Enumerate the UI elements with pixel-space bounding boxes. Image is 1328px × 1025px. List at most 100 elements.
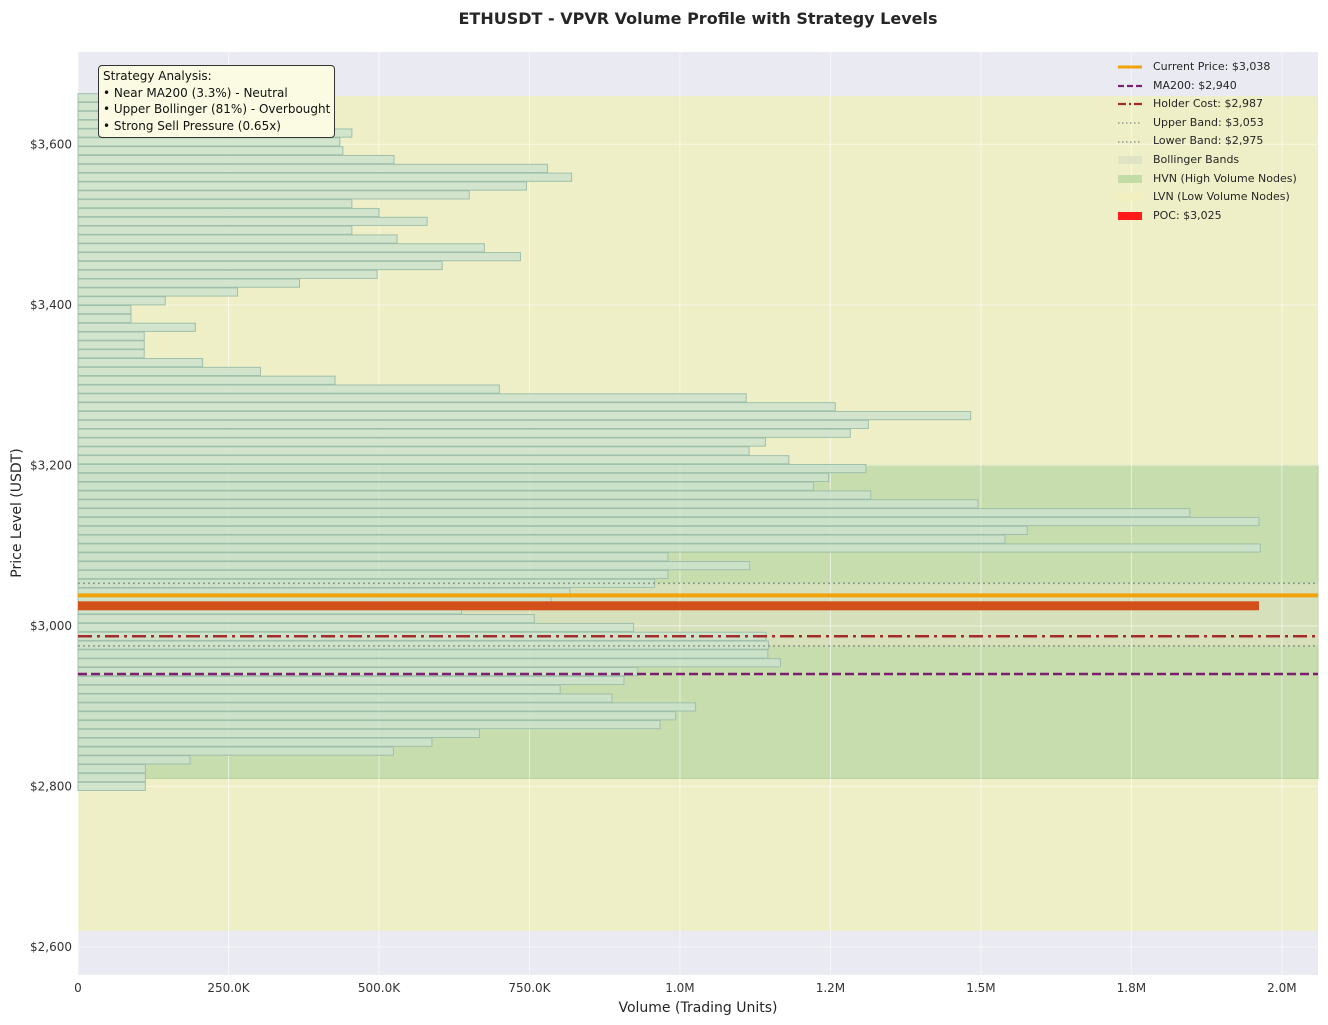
strategy-annotation-box: Strategy Analysis: • Near MA200 (3.3%) -… — [98, 65, 336, 138]
legend-label: HVN (High Volume Nodes) — [1153, 171, 1297, 185]
legend-swatch — [1118, 212, 1142, 221]
y-tick-label: $2,600 — [30, 940, 72, 954]
volume-bar — [77, 216, 428, 226]
volume-bar — [77, 154, 395, 165]
volume-bar — [77, 569, 669, 580]
volume-bar — [77, 481, 815, 491]
volume-bar — [77, 393, 747, 403]
legend-label: Current Price: $3,038 — [1153, 60, 1271, 73]
volume-bar — [77, 278, 301, 288]
legend-item: Bollinger Bands — [1117, 151, 1317, 170]
volume-bar — [77, 455, 790, 465]
x-tick-label: 2.0M — [1267, 981, 1296, 995]
volume-bar — [77, 296, 166, 306]
volume-bar — [77, 463, 867, 474]
volume-bar — [77, 499, 979, 509]
x-tick-label: 1.0M — [665, 981, 694, 995]
y-tick-label: $2,800 — [30, 779, 72, 793]
volume-bar — [77, 755, 191, 765]
y-tick-label: $3,600 — [30, 137, 72, 151]
annotation-line: • Strong Sell Pressure (0.65x) — [103, 118, 281, 133]
volume-bar — [77, 260, 443, 271]
volume-bar — [77, 552, 669, 562]
volume-bar — [77, 172, 573, 182]
x-tick-label: 1.8M — [1117, 981, 1146, 995]
level-lines-layer — [78, 582, 1318, 676]
legend-label: Upper Band: $3,053 — [1153, 115, 1264, 129]
volume-bar — [77, 269, 378, 279]
legend-swatch — [1118, 65, 1142, 69]
legend-label: MA200: $2,940 — [1153, 78, 1237, 92]
annotation-line: • Near MA200 (3.3%) - Neutral — [103, 85, 288, 100]
legend-item: Current Price: $3,038 — [1117, 58, 1317, 77]
volume-bar — [77, 614, 535, 624]
legend-swatch — [1118, 103, 1142, 106]
legend-label: POC: $3,025 — [1153, 208, 1222, 222]
volume-bar — [77, 719, 661, 730]
y-axis-ticks: $2,600 $2,800 $3,000 $3,200 $3,400 $3,600 — [30, 137, 72, 954]
y-tick-label: $3,200 — [30, 458, 72, 472]
volume-bar — [77, 137, 341, 147]
legend-patch — [1118, 193, 1142, 202]
volume-bar — [77, 340, 145, 350]
legend-item: Holder Cost: $2,987 — [1117, 95, 1317, 114]
volume-bar — [77, 490, 872, 500]
volume-bar — [77, 693, 613, 703]
volume-bar — [77, 764, 146, 774]
legend-item: LVN (Low Volume Nodes) — [1117, 188, 1317, 207]
legend-label: Bollinger Bands — [1153, 152, 1240, 166]
legend-swatch — [1118, 156, 1142, 165]
x-tick-label: 500.0K — [358, 981, 401, 995]
volume-bar — [77, 375, 336, 385]
legend-item: MA200: $2,940 — [1117, 77, 1317, 96]
volume-bar — [77, 322, 196, 332]
volume-bar — [77, 667, 639, 677]
legend-swatch — [1118, 122, 1142, 124]
volume-bar — [77, 234, 398, 244]
volume-bar — [77, 702, 697, 712]
volume-bar — [77, 428, 851, 438]
annotation-line: • Upper Bollinger (81%) - Overbought — [103, 102, 331, 116]
legend-swatch — [1118, 140, 1142, 143]
volume-bar — [77, 543, 1261, 553]
volume-bar — [77, 225, 353, 235]
volume-bar — [77, 190, 470, 200]
volume-bar — [77, 746, 394, 756]
x-tick-label: 1.2M — [816, 981, 845, 995]
x-tick-label: 250.0K — [207, 981, 250, 995]
annotation-line: Strategy Analysis: — [103, 69, 212, 83]
legend-item: POC: $3,025 — [1117, 207, 1317, 226]
bars-layer — [77, 93, 1261, 791]
volume-bar — [77, 207, 380, 218]
volume-bar — [77, 781, 146, 791]
legend-item: HVN (High Volume Nodes) — [1117, 170, 1317, 189]
volume-bar — [77, 508, 1191, 518]
legend-patch — [1118, 174, 1142, 183]
x-tick-label: 1.5M — [966, 981, 995, 995]
volume-bar — [77, 472, 830, 482]
legend-item: Lower Band: $2,975 — [1117, 132, 1317, 151]
legend-label: Lower Band: $2,975 — [1153, 134, 1264, 148]
volume-bar — [77, 561, 751, 571]
poc-bar — [78, 601, 1260, 611]
volume-bar — [77, 313, 132, 324]
volume-bar — [77, 684, 561, 694]
legend-patch — [1118, 212, 1142, 221]
legend-label: Holder Cost: $2,987 — [1153, 97, 1263, 111]
y-tick-label: $3,000 — [30, 619, 72, 633]
x-tick-label: 750.0K — [508, 981, 551, 995]
legend-item: Upper Band: $3,053 — [1117, 114, 1317, 133]
x-axis-label: Volume (Trading Units) — [618, 1000, 777, 1016]
volume-bar — [77, 384, 500, 394]
chart-title: ETHUSDT - VPVR Volume Profile with Strat… — [458, 9, 938, 28]
volume-bar — [77, 437, 766, 447]
lvn-zone — [78, 778, 1318, 931]
volume-bar — [77, 622, 635, 633]
y-tick-label: $3,400 — [30, 298, 72, 312]
legend-swatch — [1118, 174, 1142, 183]
volume-bar — [77, 640, 769, 650]
volume-bar — [77, 728, 480, 739]
volume-bar — [77, 516, 1260, 527]
volume-bar — [77, 199, 353, 209]
volume-bar — [77, 772, 146, 783]
